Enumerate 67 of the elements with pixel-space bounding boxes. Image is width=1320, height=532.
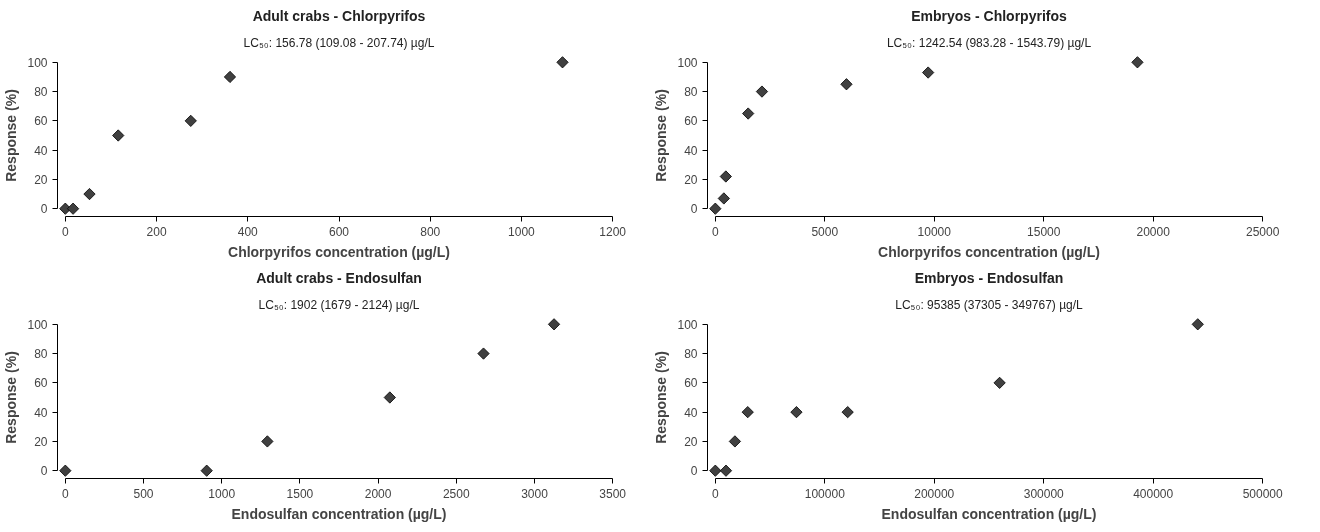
y-tick-label: 80 xyxy=(34,347,48,362)
y-tick-label: 20 xyxy=(34,172,48,187)
y-tick-label: 20 xyxy=(34,434,48,449)
x-axis-title: Chlorpyrifos concentration (µg/L) xyxy=(228,243,450,260)
chart-subtitle: LC₅₀: 156.78 (109.08 - 207.74) µg/L xyxy=(243,35,435,50)
x-tick-label: 1200 xyxy=(599,224,627,239)
x-tick-label: 300000 xyxy=(1023,486,1065,501)
y-tick-label: 0 xyxy=(690,202,698,217)
x-tick-label: 0 xyxy=(61,224,69,239)
chart-title: Embryos - Endosulfan xyxy=(914,269,1064,286)
x-tick-label: 25000 xyxy=(1246,224,1280,239)
y-tick-label: 80 xyxy=(34,85,48,100)
y-tick-label: 60 xyxy=(34,376,48,391)
x-axis-title: Endosulfan concentration (µg/L) xyxy=(231,505,447,522)
y-axis-title: Response (%) xyxy=(3,89,20,182)
chart-title: Adult crabs - Endosulfan xyxy=(256,269,422,286)
x-tick-label: 400000 xyxy=(1133,486,1174,501)
x-tick-label: 2000 xyxy=(364,486,392,501)
x-tick-label: 1000 xyxy=(508,224,536,239)
y-axis-title: Response (%) xyxy=(3,351,20,444)
y-tick-label: 0 xyxy=(40,464,48,479)
y-axis-title: Response (%) xyxy=(653,351,670,444)
y-tick-label: 100 xyxy=(27,55,48,70)
x-tick-label: 400 xyxy=(237,224,259,239)
y-tick-label: 100 xyxy=(27,317,48,332)
x-tick-label: 5000 xyxy=(811,224,839,239)
chart-title: Embryos - Chlorpyrifos xyxy=(911,7,1067,24)
x-tick-label: 1500 xyxy=(286,486,314,501)
y-tick-label: 40 xyxy=(34,405,48,420)
y-tick-label: 40 xyxy=(684,143,698,158)
y-tick-label: 80 xyxy=(684,85,698,100)
x-tick-label: 3000 xyxy=(521,486,549,501)
x-axis-title: Endosulfan concentration (µg/L) xyxy=(881,505,1097,522)
x-tick-label: 200000 xyxy=(914,486,955,501)
y-tick-label: 60 xyxy=(34,114,48,129)
x-tick-label: 600 xyxy=(328,224,350,239)
x-tick-label: 800 xyxy=(420,224,441,239)
y-tick-label: 80 xyxy=(684,347,698,362)
x-tick-label: 0 xyxy=(61,486,69,501)
y-tick-label: 0 xyxy=(40,202,48,217)
y-tick-label: 60 xyxy=(684,114,698,129)
x-axis-title: Chlorpyrifos concentration (µg/L) xyxy=(878,243,1100,260)
y-tick-label: 20 xyxy=(684,172,698,187)
x-tick-label: 3500 xyxy=(599,486,627,501)
chart-title: Adult crabs - Chlorpyrifos xyxy=(252,7,426,24)
chart-subtitle: LC₅₀: 1242.54 (983.28 - 1543.79) µg/L xyxy=(886,35,1092,50)
x-tick-label: 10000 xyxy=(917,224,952,239)
y-tick-label: 40 xyxy=(684,405,698,420)
x-tick-label: 2500 xyxy=(442,486,470,501)
x-tick-label: 15000 xyxy=(1027,224,1061,239)
y-tick-label: 60 xyxy=(684,376,698,391)
chart-subtitle: LC₅₀: 95385 (37305 - 349767) µg/L xyxy=(895,297,1084,312)
x-tick-label: 20000 xyxy=(1136,224,1171,239)
x-tick-label: 0 xyxy=(711,224,719,239)
chart-subtitle: LC₅₀: 1902 (1679 - 2124) µg/L xyxy=(258,297,420,312)
x-tick-label: 200 xyxy=(146,224,167,239)
x-tick-label: 100000 xyxy=(804,486,846,501)
y-tick-label: 20 xyxy=(684,434,698,449)
x-tick-label: 500 xyxy=(133,486,154,501)
y-tick-label: 40 xyxy=(34,143,48,158)
y-tick-label: 100 xyxy=(677,317,698,332)
y-axis-title: Response (%) xyxy=(653,89,670,182)
y-tick-label: 100 xyxy=(677,55,698,70)
x-tick-label: 1000 xyxy=(208,486,236,501)
y-tick-label: 0 xyxy=(690,464,698,479)
x-tick-label: 500000 xyxy=(1242,486,1284,501)
x-tick-label: 0 xyxy=(711,486,719,501)
